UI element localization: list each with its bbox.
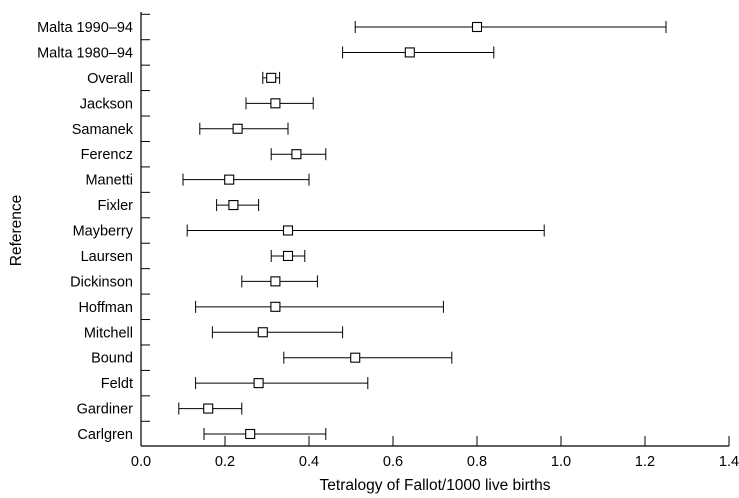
forest-row: Jackson [80, 96, 314, 112]
point-estimate-marker [266, 72, 277, 83]
row-label: Mitchell [84, 325, 133, 341]
point-estimate-marker [257, 327, 268, 338]
point-estimate-marker [232, 123, 243, 134]
x-tick-label: 1.0 [551, 454, 571, 470]
forest-row: Hoffman [78, 300, 444, 316]
forest-row: Gardiner [77, 402, 243, 418]
axes-layer [140, 12, 729, 447]
row-label: Carlgren [77, 427, 133, 443]
row-label: Fixler [98, 198, 134, 214]
row-label: Bound [91, 351, 133, 367]
forest-row: Bound [91, 351, 453, 367]
row-label: Gardiner [77, 402, 134, 418]
point-estimate-marker [404, 47, 415, 58]
point-estimate-marker [253, 378, 264, 389]
x-tick-label: 1.4 [719, 454, 739, 470]
forest-row: Samanek [72, 122, 289, 138]
forest-row: Fixler [98, 198, 260, 214]
forest-row: Carlgren [77, 427, 327, 443]
forest-row: Malta 1980–94 [37, 45, 495, 61]
x-tick-label: 0.2 [215, 454, 235, 470]
x-tick-label: 0.6 [383, 454, 403, 470]
row-label: Manetti [85, 173, 133, 189]
point-estimate-marker [282, 225, 294, 236]
point-estimate-marker [291, 149, 302, 160]
forest-row: Dickinson [70, 274, 318, 290]
y-axis-title: Reference [8, 195, 25, 267]
forest-row: Mitchell [84, 325, 344, 341]
point-estimate-marker [270, 98, 281, 109]
point-estimate-marker [228, 200, 239, 211]
row-label: Jackson [80, 96, 133, 112]
row-label: Feldt [101, 376, 133, 392]
x-tick-label: 0.0 [131, 454, 151, 470]
point-estimate-marker [471, 21, 483, 33]
row-label: Ferencz [81, 147, 133, 163]
row-label: Malta 1980–94 [37, 45, 133, 61]
row-label: Laursen [81, 249, 133, 265]
forest-row: Feldt [101, 376, 369, 392]
row-label: Hoffman [78, 300, 133, 316]
point-estimate-marker [245, 428, 256, 440]
x-tick-label: 1.2 [635, 454, 655, 470]
row-label: Malta 1990–94 [37, 20, 133, 36]
row-label: Mayberry [73, 224, 134, 240]
forest-row: Ferencz [81, 147, 327, 163]
forest-row: Manetti [85, 173, 310, 189]
x-axis-title: Tetralogy of Fallot/1000 live births [320, 477, 551, 494]
forest-row: Overall [87, 71, 281, 87]
forest-row: Laursen [81, 249, 306, 265]
forest-row: Malta 1990–94 [37, 20, 667, 36]
point-estimate-marker [350, 352, 361, 363]
point-estimate-marker [282, 250, 294, 261]
rows-layer: Malta 1990–94 Malta 1980–94 Overall Jackson… [37, 20, 667, 443]
x-ticks: 0.0 0.2 0.4 0.6 0.8 1.0 1.2 1.4 [131, 436, 739, 470]
x-tick-label: 0.4 [299, 454, 319, 470]
point-estimate-marker [203, 403, 214, 414]
x-tick-label: 0.8 [467, 454, 487, 470]
forest-row: Mayberry [73, 224, 545, 240]
row-label: Overall [87, 71, 133, 87]
row-label: Samanek [72, 122, 134, 138]
point-estimate-marker [224, 174, 235, 185]
row-label: Dickinson [70, 274, 133, 290]
point-estimate-marker [270, 276, 281, 287]
point-estimate-marker [270, 301, 281, 312]
